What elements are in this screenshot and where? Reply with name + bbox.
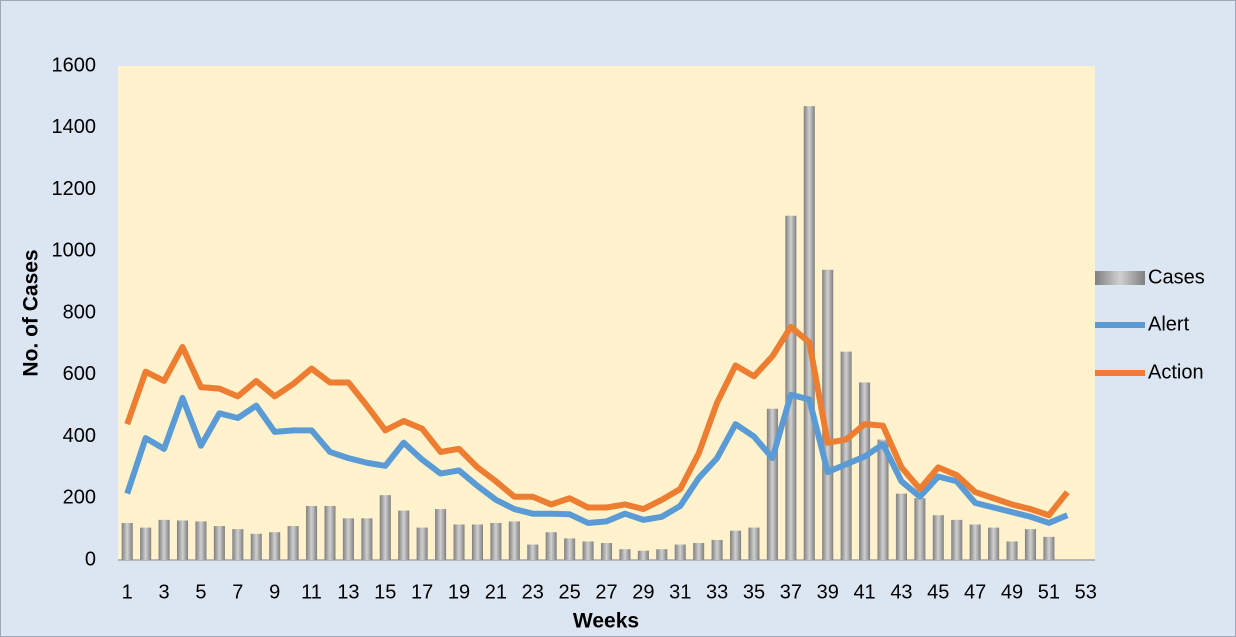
x-tick-label: 5 bbox=[195, 581, 206, 603]
x-tick-label: 17 bbox=[411, 581, 433, 603]
bar bbox=[545, 532, 557, 560]
x-tick-label: 45 bbox=[927, 581, 949, 603]
bar bbox=[213, 526, 225, 560]
x-tick-label: 7 bbox=[232, 581, 243, 603]
plot-area bbox=[118, 66, 1095, 560]
bar bbox=[711, 539, 723, 560]
x-tick-label: 47 bbox=[964, 581, 986, 603]
x-tick-label: 41 bbox=[853, 581, 875, 603]
bar bbox=[877, 439, 889, 560]
x-tick-label: 23 bbox=[522, 581, 544, 603]
x-tick-label: 29 bbox=[632, 581, 654, 603]
y-axis-label: No. of Cases bbox=[20, 249, 43, 376]
bar bbox=[269, 532, 281, 560]
bar bbox=[435, 509, 447, 560]
bar bbox=[1043, 536, 1055, 560]
x-tick-label: 11 bbox=[301, 581, 322, 603]
x-tick-label: 53 bbox=[1075, 581, 1097, 603]
bar bbox=[656, 549, 668, 560]
y-tick-label: 0 bbox=[85, 548, 96, 570]
bar bbox=[674, 544, 686, 560]
bar bbox=[619, 549, 631, 560]
bar bbox=[416, 527, 428, 560]
x-tick-label: 39 bbox=[817, 581, 839, 603]
bar bbox=[398, 510, 410, 560]
bar bbox=[895, 493, 907, 560]
legend-label: Alert bbox=[1148, 313, 1190, 335]
bar bbox=[951, 519, 963, 560]
y-tick-label: 1600 bbox=[52, 54, 97, 76]
bar bbox=[914, 498, 926, 560]
bar bbox=[785, 215, 797, 560]
bar bbox=[766, 408, 778, 560]
y-tick-label: 1400 bbox=[52, 116, 97, 138]
bar bbox=[324, 505, 336, 560]
y-tick-label: 400 bbox=[63, 425, 96, 447]
x-tick-label: 35 bbox=[743, 581, 765, 603]
bar bbox=[176, 520, 189, 560]
bar bbox=[158, 519, 170, 560]
bar bbox=[195, 521, 207, 560]
bar bbox=[1006, 541, 1018, 560]
y-tick-label: 200 bbox=[63, 487, 96, 509]
bar bbox=[988, 527, 1000, 560]
bar bbox=[287, 526, 299, 560]
bar bbox=[932, 515, 944, 560]
y-tick-label: 800 bbox=[63, 301, 96, 323]
bar bbox=[582, 541, 594, 560]
x-tick-label: 43 bbox=[890, 581, 912, 603]
y-tick-label: 1200 bbox=[52, 178, 97, 200]
x-tick-label: 27 bbox=[595, 581, 617, 603]
x-tick-label: 19 bbox=[448, 581, 470, 603]
x-tick-label: 33 bbox=[706, 581, 728, 603]
x-tick-label: 37 bbox=[780, 581, 802, 603]
x-tick-label: 25 bbox=[559, 581, 581, 603]
bar bbox=[121, 522, 133, 560]
line bbox=[124, 323, 1070, 519]
x-tick-label: 15 bbox=[374, 581, 396, 603]
bar bbox=[250, 533, 262, 560]
line bbox=[124, 391, 1069, 526]
bar bbox=[564, 538, 576, 560]
bar bbox=[508, 521, 520, 560]
bar bbox=[637, 550, 649, 560]
bar bbox=[232, 529, 244, 560]
bar bbox=[1024, 529, 1037, 560]
bar bbox=[730, 530, 742, 560]
x-tick-label: 31 bbox=[669, 581, 691, 603]
legend-label: Cases bbox=[1148, 266, 1205, 288]
y-tick-label: 600 bbox=[63, 363, 96, 385]
bar bbox=[342, 518, 354, 560]
bar bbox=[840, 351, 852, 560]
bar bbox=[859, 382, 871, 560]
bar bbox=[453, 524, 465, 560]
legend-swatch bbox=[1095, 271, 1145, 285]
bar bbox=[361, 518, 373, 560]
x-axis-label: Weeks bbox=[573, 610, 639, 633]
bar bbox=[969, 524, 981, 560]
legend-label: Action bbox=[1148, 361, 1204, 383]
bar bbox=[306, 505, 318, 560]
bar bbox=[140, 527, 152, 560]
x-tick-label: 1 bbox=[122, 581, 133, 603]
x-tick-label: 21 bbox=[485, 581, 507, 603]
x-tick-label: 51 bbox=[1038, 581, 1060, 603]
bar bbox=[803, 106, 815, 560]
bar bbox=[490, 522, 502, 560]
x-tick-label: 13 bbox=[337, 581, 359, 603]
bar bbox=[527, 544, 539, 560]
bar bbox=[379, 495, 391, 560]
bar bbox=[693, 543, 705, 560]
bar bbox=[600, 543, 613, 560]
bar bbox=[471, 524, 483, 560]
y-tick-label: 1000 bbox=[52, 240, 97, 262]
bar bbox=[822, 269, 834, 560]
x-tick-label: 9 bbox=[269, 581, 280, 603]
x-tick-label: 3 bbox=[159, 581, 170, 603]
x-tick-label: 49 bbox=[1001, 581, 1023, 603]
bar bbox=[748, 527, 760, 560]
